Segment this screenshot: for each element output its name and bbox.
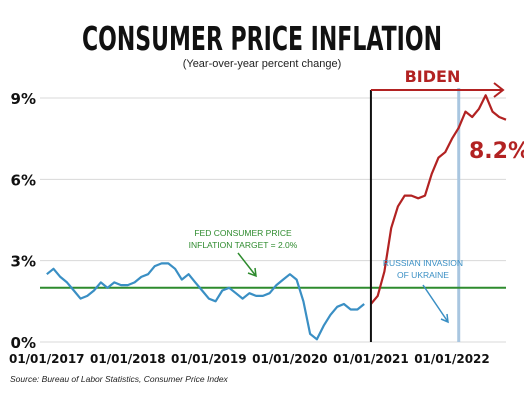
series-line [46, 262, 365, 341]
latest-value-callout: 8.2% [469, 139, 524, 164]
fed-target-label-line2: INFLATION TARGET = 2.0% [189, 240, 298, 250]
biden-label: BIDEN [405, 67, 461, 86]
x-tick-label: 01/01/2020 [252, 352, 328, 366]
y-tick-labels: 0% 3% 6% 9% [11, 90, 36, 352]
y-tick-label: 0% [11, 334, 36, 352]
chart-subtitle: (Year-over-year percent change) [183, 58, 342, 70]
invasion-arrow [422, 284, 449, 324]
x-tick-label: 01/01/2018 [90, 352, 166, 366]
invasion-label-line1: RUSSIAN INVASION [383, 258, 463, 268]
biden-arrow [370, 82, 505, 98]
y-tick-label: 9% [11, 90, 36, 108]
y-gridlines [40, 97, 506, 343]
fed-target-arrow [237, 252, 257, 278]
x-tick-label: 01/01/2022 [414, 352, 490, 366]
y-tick-label: 3% [11, 253, 36, 271]
x-tick-label: 01/01/2017 [9, 352, 85, 366]
x-tick-label: 01/01/2019 [171, 352, 247, 366]
chart-source: Source: Bureau of Labor Statistics, Cons… [10, 374, 229, 384]
series-layer [46, 94, 507, 341]
series-line [370, 94, 507, 305]
chart-title: CONSUMER PRICE INFLATION [82, 19, 442, 58]
x-tick-label: 01/01/2021 [333, 352, 409, 366]
fed-target-label-line1: FED CONSUMER PRICE [194, 228, 292, 238]
invasion-label-line2: OF UKRAINE [397, 270, 449, 280]
y-tick-label: 6% [11, 171, 36, 189]
x-tick-labels: 01/01/2017 01/01/2018 01/01/2019 01/01/2020… [9, 352, 490, 366]
